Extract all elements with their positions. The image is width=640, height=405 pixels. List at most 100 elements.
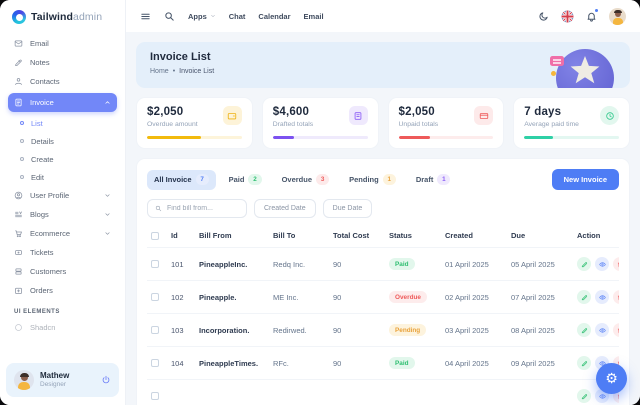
- view-icon[interactable]: [595, 290, 609, 304]
- sidebar-item-email[interactable]: Email: [8, 34, 117, 53]
- bullet-icon: [20, 157, 24, 161]
- orders-icon: [14, 286, 23, 295]
- tab-paid[interactable]: Paid 2: [222, 170, 269, 190]
- sidebar-item-user-profile[interactable]: User Profile: [8, 186, 117, 205]
- user-name: Mathew: [40, 370, 70, 380]
- chevron-down-icon: [104, 211, 111, 218]
- delete-icon[interactable]: [613, 323, 619, 337]
- sidebar-item-tickets[interactable]: Tickets: [8, 243, 117, 262]
- clock-icon: [600, 106, 619, 125]
- chevron-down-icon: [104, 230, 111, 237]
- sidebar-item-blogs[interactable]: Blogs: [8, 205, 117, 224]
- header-actions: [538, 7, 626, 25]
- blogs-icon: [14, 210, 23, 219]
- sidebar-item-notes[interactable]: Notes: [8, 53, 117, 72]
- user-profile-icon: [14, 191, 23, 200]
- stat-cards: $2,050 Overdue amount $4,600 Drafted tot…: [136, 97, 630, 149]
- sidebar-nav: Email Notes Contacts Invoice List De: [0, 30, 125, 363]
- chevron-up-icon: [104, 99, 111, 106]
- nav-calendar[interactable]: Calendar: [258, 11, 291, 21]
- profile-avatar[interactable]: [609, 7, 626, 25]
- nav-email[interactable]: Email: [303, 11, 324, 21]
- delete-icon[interactable]: [613, 389, 619, 403]
- bill-search[interactable]: [147, 199, 247, 218]
- edit-icon[interactable]: [577, 323, 591, 337]
- page-banner: Invoice List Home • Invoice List: [136, 42, 630, 88]
- sidebar-item-invoice[interactable]: Invoice: [8, 93, 117, 112]
- logo[interactable]: Tailwindadmin: [0, 0, 125, 30]
- table-row: 104 PineappleTimes. RFc. 90 Paid 04 Apri…: [147, 347, 619, 380]
- logout-button[interactable]: [101, 375, 111, 385]
- delete-icon[interactable]: [613, 257, 619, 271]
- invoice-table: Id Bill From Bill To Total Cost Status C…: [147, 224, 619, 405]
- count-badge: 7: [195, 174, 209, 185]
- user-card[interactable]: Mathew Designer: [6, 363, 119, 397]
- nav-apps[interactable]: Apps: [188, 12, 216, 21]
- sidebar-subitem-edit[interactable]: Edit: [8, 168, 117, 186]
- tab-draft[interactable]: Draft 1: [409, 170, 458, 190]
- sidebar-subitem-create[interactable]: Create: [8, 150, 117, 168]
- stat-value: $2,050: [398, 106, 435, 118]
- circle-icon: [14, 323, 23, 332]
- edit-icon[interactable]: [577, 290, 591, 304]
- table-row: 103 Incorporation. Redirwed. 90 Pending …: [147, 314, 619, 347]
- created-date-button[interactable]: Created Date: [254, 199, 316, 218]
- stat-value: 7 days: [524, 106, 562, 118]
- user-meta: Mathew Designer: [40, 371, 69, 389]
- status-badge: Overdue: [389, 291, 427, 303]
- tab-overdue[interactable]: Overdue 3: [275, 170, 337, 190]
- chevron-down-icon: [104, 192, 111, 199]
- stat-label: Unpaid totals: [398, 121, 439, 128]
- tab-pending[interactable]: Pending 1: [342, 170, 403, 190]
- sidebar-item-partial[interactable]: Shadcn: [8, 318, 117, 337]
- settings-fab-button[interactable]: ⚙: [596, 363, 627, 394]
- sidebar-item-orders[interactable]: Orders: [8, 281, 117, 300]
- stat-value: $2,050: [147, 106, 184, 118]
- nav-chat[interactable]: Chat: [228, 11, 246, 21]
- notifications-bell-icon[interactable]: [586, 8, 598, 22]
- progress-bar: [272, 136, 368, 139]
- breadcrumb-current: Invoice List: [179, 68, 215, 75]
- sidebar-item-label: Tickets: [30, 248, 54, 257]
- card-icon: [474, 106, 494, 125]
- row-checkbox[interactable]: [151, 293, 159, 301]
- status-badge: Pending: [389, 324, 427, 336]
- new-invoice-button[interactable]: New Invoice: [551, 169, 619, 190]
- view-icon[interactable]: [595, 323, 609, 337]
- sidebar-item-contacts[interactable]: Contacts: [8, 72, 117, 91]
- sidebar-item-customers[interactable]: Customers: [8, 262, 117, 281]
- edit-icon[interactable]: [577, 356, 591, 370]
- delete-icon[interactable]: [613, 290, 619, 304]
- bullet-icon: [20, 175, 24, 179]
- sidebar-item-label: Notes: [30, 58, 50, 67]
- dark-mode-icon[interactable]: [538, 11, 549, 22]
- tab-all-invoice[interactable]: All Invoice 7: [147, 169, 216, 190]
- edit-icon[interactable]: [577, 257, 591, 271]
- search-icon[interactable]: [164, 11, 175, 22]
- select-all-checkbox[interactable]: [151, 231, 159, 240]
- stat-label: Average paid time: [524, 121, 579, 128]
- edit-icon[interactable]: [577, 389, 591, 403]
- search-icon: [155, 205, 162, 212]
- contacts-icon: [14, 77, 23, 86]
- hamburger-menu-icon[interactable]: [140, 11, 151, 22]
- progress-bar: [147, 136, 242, 139]
- row-checkbox[interactable]: [151, 359, 159, 367]
- row-checkbox[interactable]: [151, 392, 159, 400]
- sidebar-item-label: Invoice: [30, 98, 54, 107]
- search-input[interactable]: [167, 205, 239, 212]
- row-checkbox[interactable]: [151, 326, 159, 334]
- sidebar-subitem-list[interactable]: List: [8, 114, 117, 132]
- card-illustration-icon: [550, 56, 564, 66]
- language-flag-icon[interactable]: [561, 10, 574, 23]
- bullet-icon: [20, 121, 24, 125]
- breadcrumb-home[interactable]: Home: [150, 68, 169, 75]
- view-icon[interactable]: [595, 257, 609, 271]
- row-checkbox[interactable]: [151, 260, 159, 268]
- notes-icon: [14, 58, 23, 67]
- due-date-button[interactable]: Due Date: [322, 199, 373, 218]
- bullet-icon: [20, 139, 24, 143]
- sidebar-subitem-label: Edit: [31, 172, 44, 182]
- sidebar-subitem-details[interactable]: Details: [8, 132, 117, 150]
- sidebar-item-ecommerce[interactable]: Ecommerce: [8, 224, 117, 243]
